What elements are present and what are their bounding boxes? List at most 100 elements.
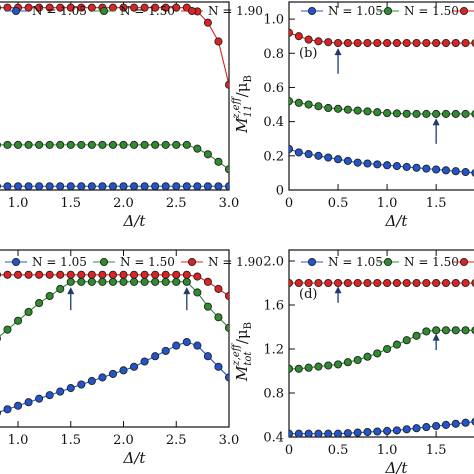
y-tick-label: 2.0	[263, 255, 284, 270]
data-point	[35, 182, 44, 190]
data-point	[203, 18, 212, 27]
series-line-2	[289, 32, 474, 44]
data-point	[45, 3, 54, 12]
legend-label: N = 1.05	[32, 255, 87, 269]
data-point	[324, 103, 333, 113]
data-point	[294, 364, 303, 373]
data-point	[392, 278, 401, 288]
plot-frame	[0, 249, 230, 428]
data-point	[461, 38, 470, 48]
data-point	[224, 323, 229, 332]
data-point	[130, 362, 139, 371]
data-point	[392, 340, 401, 349]
data-point	[289, 28, 294, 37]
panel-label: (d)	[299, 287, 317, 302]
data-point	[3, 3, 12, 12]
y-tick-label: 0.8	[263, 387, 284, 402]
data-point	[77, 277, 86, 286]
legend-item: N = 1.50	[377, 4, 459, 18]
x-tick-label: 2.0	[113, 433, 134, 448]
data-point	[56, 270, 65, 279]
data-point	[151, 3, 160, 12]
data-point	[392, 426, 401, 435]
x-tick-label: 1.0	[377, 196, 398, 211]
y-tick-label: 0.8	[263, 47, 284, 62]
data-point	[13, 270, 23, 279]
data-point	[324, 153, 333, 162]
data-point	[161, 346, 170, 355]
data-point	[56, 3, 65, 12]
legend-label: N = 1.05	[328, 4, 383, 18]
data-point	[140, 357, 149, 366]
data-point	[363, 352, 372, 361]
data-point	[324, 38, 333, 47]
data-point	[193, 272, 202, 281]
data-point	[432, 421, 441, 431]
data-point	[294, 278, 303, 288]
x-tick-label: 2.0	[113, 196, 134, 211]
data-point	[87, 3, 96, 12]
data-point	[422, 327, 431, 336]
data-point	[461, 109, 470, 118]
data-point	[441, 326, 451, 335]
x-tick-label: 1.5	[426, 196, 447, 211]
data-point	[182, 277, 191, 286]
annotation-arrow	[183, 287, 191, 311]
data-point	[98, 270, 107, 279]
data-point	[119, 182, 128, 190]
data-point	[182, 182, 191, 190]
annotation-arrow	[334, 286, 342, 303]
data-point	[108, 270, 118, 279]
data-point	[314, 429, 323, 437]
data-point	[441, 278, 451, 288]
data-point	[214, 37, 223, 46]
data-point	[0, 183, 1, 189]
data-point	[151, 270, 160, 279]
data-point	[66, 277, 75, 286]
data-point	[333, 38, 343, 48]
x-tick-label: 0.5	[328, 196, 349, 211]
data-point	[77, 3, 86, 12]
data-point	[172, 140, 181, 149]
x-tick-label: 1.5	[60, 433, 81, 448]
data-point	[304, 35, 313, 44]
data-point	[224, 373, 229, 382]
data-point	[108, 3, 118, 12]
panel-bottom-right: 00.51.01.52.0.40.81.21.62.0Δ/tMtotz,eff/…	[231, 249, 474, 474]
data-point	[172, 270, 181, 279]
data-point	[98, 373, 107, 382]
x-tick-label: 0	[285, 443, 293, 458]
data-point	[451, 278, 460, 288]
data-point	[289, 278, 294, 288]
series-line-0	[289, 148, 474, 174]
data-point	[392, 38, 401, 48]
data-point	[441, 109, 451, 118]
data-point	[87, 277, 96, 286]
data-point	[3, 182, 12, 190]
data-point	[66, 3, 75, 12]
data-point	[412, 424, 421, 433]
data-point	[77, 182, 86, 190]
legend-item: N = 1.90	[453, 257, 474, 267]
legend-item: N = 1.50	[377, 255, 459, 269]
data-point	[402, 38, 411, 48]
data-point	[45, 270, 54, 279]
data-point	[203, 352, 212, 361]
y-tick-label: 0	[276, 184, 284, 199]
data-point	[3, 140, 12, 149]
data-point	[353, 106, 362, 115]
data-point	[193, 288, 202, 297]
data-point	[203, 277, 212, 286]
data-point	[161, 277, 170, 286]
data-point	[214, 313, 223, 322]
data-point	[471, 417, 474, 426]
plot-area	[0, 3, 229, 190]
legend-item: N = 1.05	[5, 4, 87, 18]
data-point	[402, 278, 411, 288]
data-point	[77, 270, 86, 279]
data-point	[24, 3, 33, 12]
legend-label: N = 1.05	[328, 255, 383, 269]
data-point	[373, 427, 382, 436]
data-point	[130, 182, 139, 190]
data-point	[108, 369, 118, 378]
